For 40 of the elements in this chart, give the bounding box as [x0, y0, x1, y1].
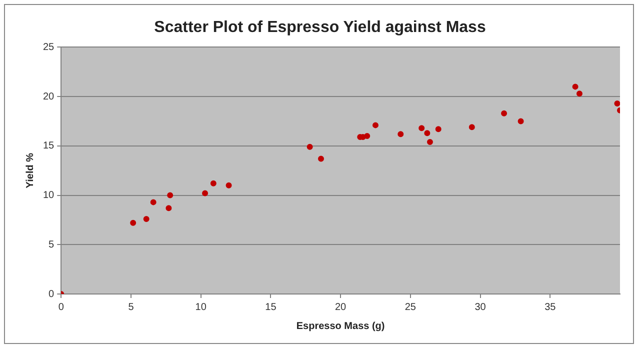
chart-title: Scatter Plot of Espresso Yield against Mass	[154, 19, 486, 36]
y-tick-label: 0	[48, 288, 55, 300]
point	[501, 110, 508, 116]
x-axis-title: Espresso Mass (g)	[296, 320, 385, 332]
x-tick-label: 20	[335, 302, 347, 313]
point	[518, 118, 524, 124]
point	[372, 122, 378, 128]
point	[364, 133, 370, 140]
x-tick-label: 30	[474, 302, 486, 313]
y-axis-title: Yield %	[24, 152, 36, 188]
y-tick-label: 10	[43, 190, 55, 202]
point	[576, 90, 582, 97]
point	[166, 205, 172, 212]
x-tick-label: 10	[195, 302, 207, 313]
x-tick-label: 15	[265, 302, 277, 313]
x-tick-label: 0	[58, 302, 64, 313]
y-tick-label: 5	[48, 239, 55, 250]
y-tick-label: 15	[43, 140, 55, 152]
point	[435, 126, 442, 132]
x-tick-label: 35	[544, 302, 556, 313]
point	[426, 138, 433, 145]
y-tick-label: 25	[43, 42, 55, 53]
point	[318, 156, 324, 162]
x-tick-label: 25	[404, 302, 416, 313]
point	[306, 144, 313, 150]
point	[424, 130, 430, 136]
point	[614, 100, 620, 106]
point	[210, 180, 216, 186]
x-tick-label: 5	[128, 302, 134, 313]
point	[130, 220, 136, 226]
point	[202, 190, 208, 196]
y-tick-label: 20	[43, 91, 55, 102]
point	[143, 216, 150, 222]
point	[468, 124, 475, 130]
point	[226, 182, 232, 188]
point	[572, 84, 578, 90]
point	[167, 192, 174, 198]
point	[398, 131, 404, 138]
point	[150, 199, 156, 206]
point	[418, 125, 425, 132]
